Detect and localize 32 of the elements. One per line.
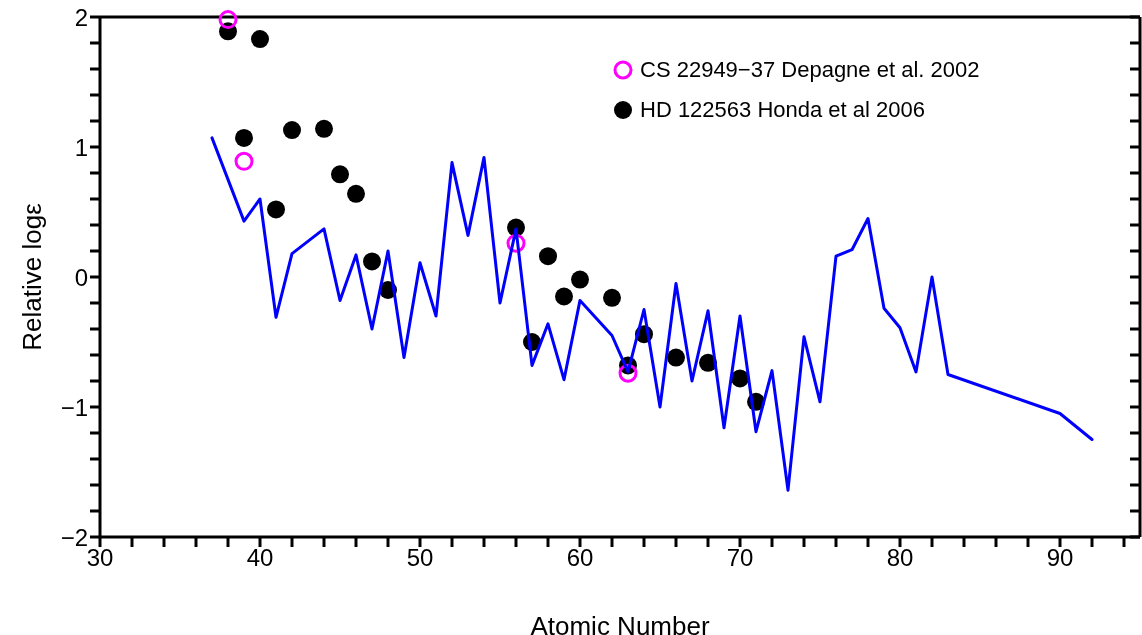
- x-tick-label: 90: [1046, 544, 1074, 572]
- point: [667, 348, 685, 367]
- x-tick-label: 60: [566, 544, 594, 572]
- y-axis-title: Relative logε: [17, 202, 48, 351]
- legend-label: HD 122563 Honda et al 2006: [640, 97, 925, 123]
- y-tick-label: 2: [74, 3, 88, 31]
- legend-label: CS 22949−37 Depagne et al. 2002: [640, 57, 980, 83]
- point: [331, 165, 349, 184]
- point: [539, 247, 557, 266]
- y-tick-label: −2: [60, 523, 88, 551]
- x-tick-label: 70: [726, 544, 754, 572]
- point: [235, 128, 253, 147]
- point: [315, 119, 333, 138]
- x-tick-label: 80: [886, 544, 914, 572]
- point: [571, 270, 589, 289]
- point: [363, 252, 381, 271]
- point: [251, 30, 269, 49]
- y-tick-label: 0: [74, 263, 88, 291]
- x-tick-label: 50: [406, 544, 434, 572]
- x-tick-label: 40: [246, 544, 274, 572]
- y-tick-label: 1: [74, 133, 88, 161]
- point: [603, 288, 621, 307]
- point: [347, 184, 365, 203]
- point: [218, 10, 238, 30]
- line-series: [210, 136, 1094, 492]
- point: [555, 287, 573, 306]
- y-tick-label: −1: [60, 393, 88, 421]
- x-tick-label: 30: [86, 544, 114, 572]
- point: [283, 121, 301, 140]
- point: [267, 200, 285, 219]
- x-axis-title: Atomic Number: [530, 611, 710, 635]
- point: [234, 151, 254, 171]
